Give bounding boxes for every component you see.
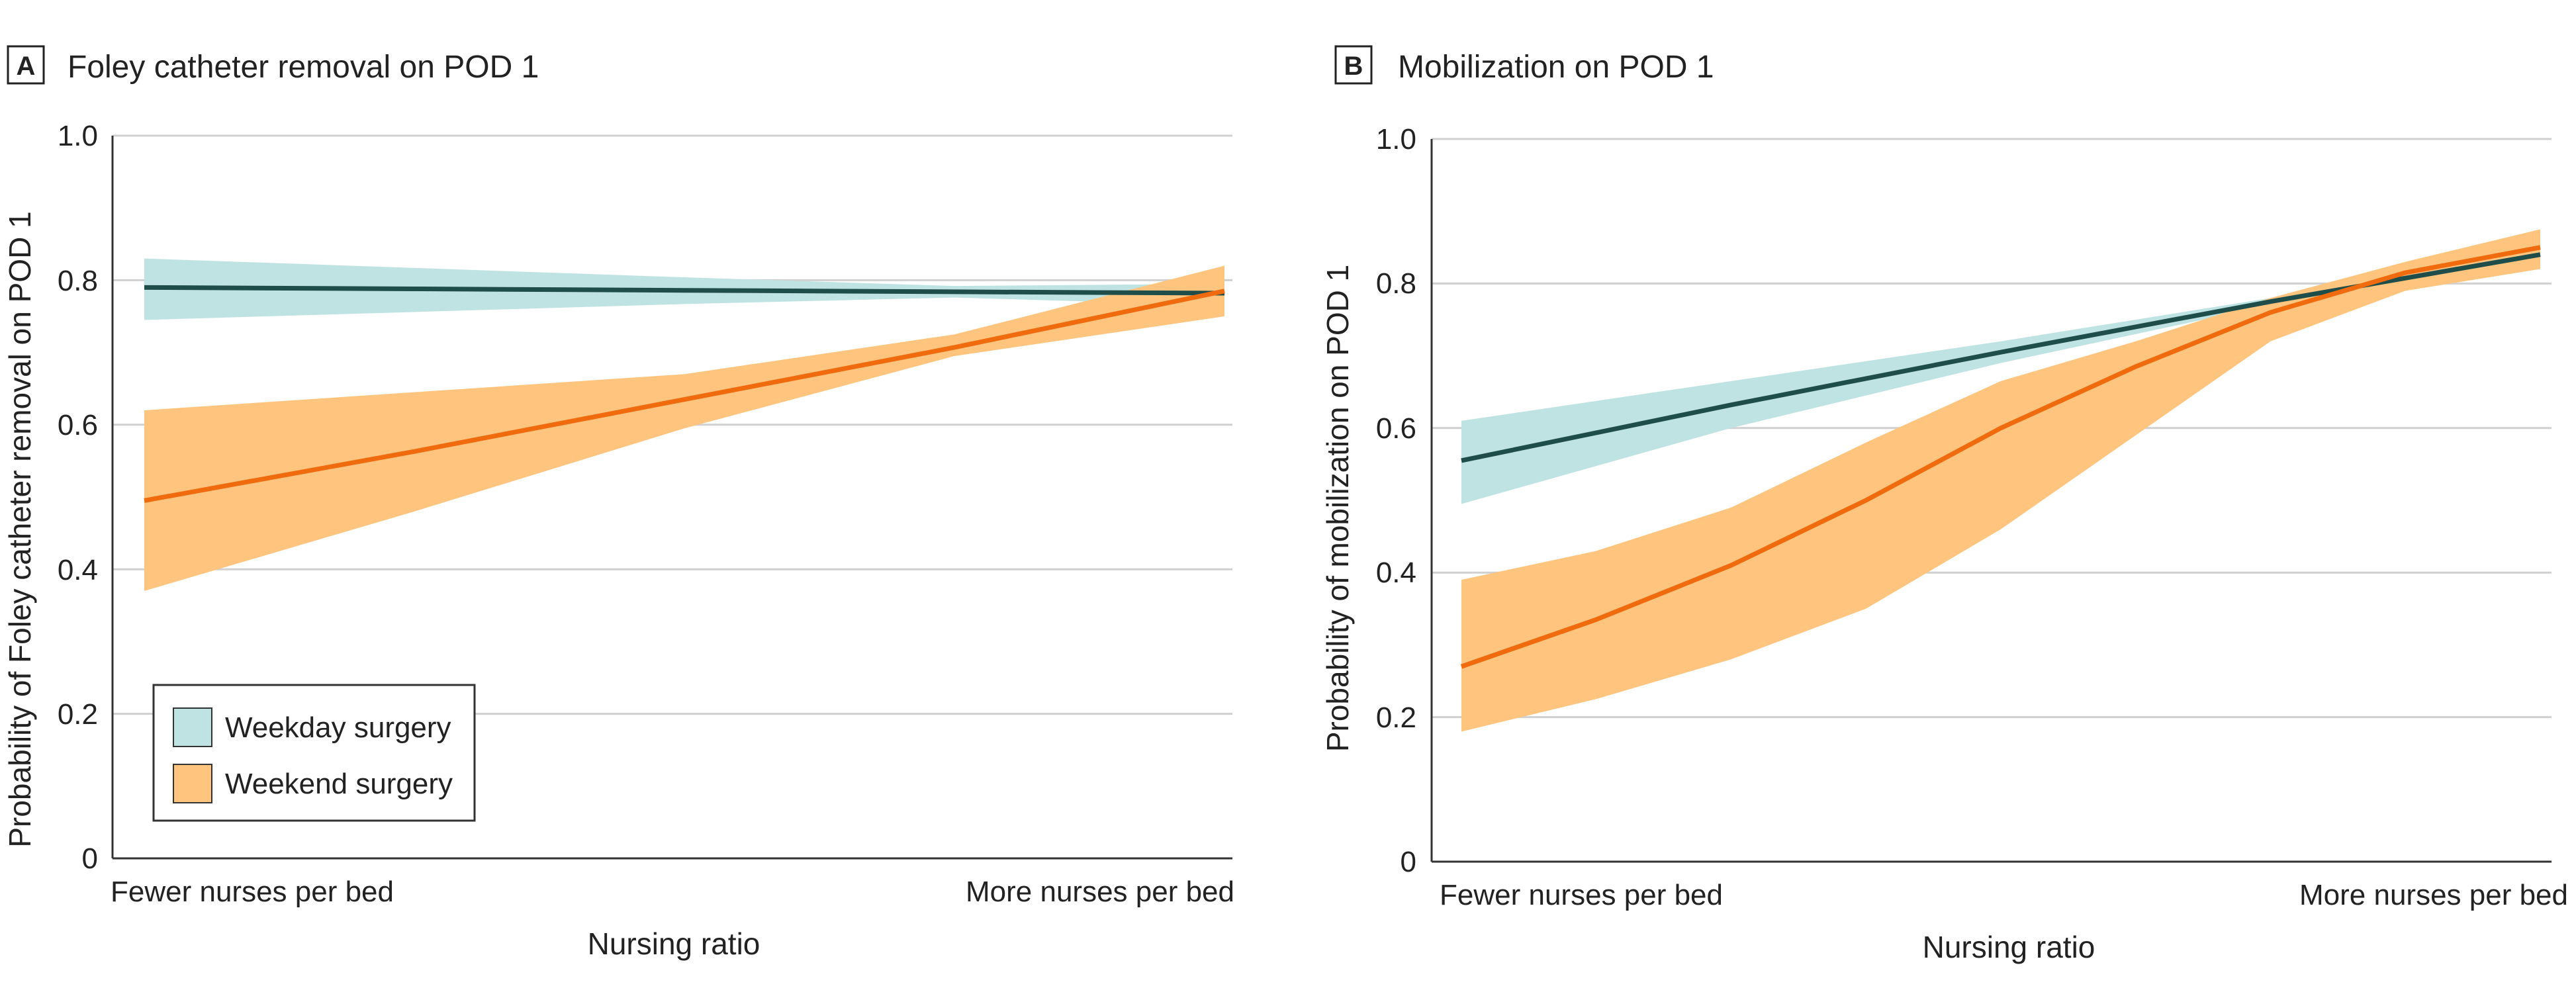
legend-label-weekend: Weekend surgery <box>225 768 453 800</box>
panel-b-x-category: Fewer nurses per bed <box>1440 879 1723 911</box>
panel-a-ytick: 0.6 <box>58 409 98 441</box>
panel-b-letter-box <box>1334 45 1373 85</box>
panel-b-ytick: 1.0 <box>1376 123 1416 156</box>
legend: Weekday surgery Weekend surgery <box>152 684 476 822</box>
panel-a-x-category: More nurses per bed <box>966 876 1234 908</box>
panel-b-ytick: 0.6 <box>1376 412 1416 445</box>
panel-b-series-lines <box>1460 245 2541 669</box>
panel-a-ytick: 0.2 <box>58 698 98 731</box>
panel-b-weekend-ci-band <box>1461 229 2540 732</box>
panel-a-ytick: 0.8 <box>58 265 98 297</box>
panel-b-x-category: More nurses per bed <box>2299 879 2568 911</box>
panel-b-confidence-bands <box>1461 229 2540 732</box>
panel-b-x-axis-title: Nursing ratio <box>1923 930 2095 964</box>
panel-b-letter: B <box>1344 52 1363 81</box>
panel-b-y-axis-title: Probability of mobilization on POD 1 <box>1320 265 1355 752</box>
panel-b-weekend-line <box>1460 245 2541 669</box>
panel-a-ytick: 1.0 <box>58 120 98 152</box>
panel-a-x-category: Fewer nurses per bed <box>111 876 394 908</box>
panel-a-weekday-line <box>144 285 1225 296</box>
panel-b-ytick: 0.2 <box>1376 702 1416 734</box>
panel-b-ytick: 0 <box>1401 846 1416 878</box>
panel-b: B Mobilization on POD 1 0 0.2 0.4 0.6 0.… <box>1320 45 2568 964</box>
panel-a-x-axis-title: Nursing ratio <box>588 927 760 961</box>
panel-a-weekend-line <box>144 289 1225 503</box>
panel-b-ytick: 0.8 <box>1376 267 1416 300</box>
panel-a: A Foley catheter removal on POD 1 0 0.2 … <box>3 45 1234 961</box>
panel-a-y-axis-title: Probability of Foley catheter removal on… <box>3 211 37 847</box>
panel-a-ytick: 0.4 <box>58 554 98 586</box>
panel-a-title: Foley catheter removal on POD 1 <box>68 50 539 85</box>
legend-label-weekday: Weekday surgery <box>225 711 451 744</box>
legend-swatch-weekend <box>173 764 212 803</box>
panel-a-ytick: 0 <box>82 842 98 875</box>
panel-b-ytick: 0.4 <box>1376 557 1416 589</box>
panel-a-letter: A <box>17 52 36 81</box>
panel-a-series-lines <box>144 285 1225 503</box>
panel-b-title: Mobilization on POD 1 <box>1398 50 1714 85</box>
panel-a-letter-box <box>7 45 45 85</box>
legend-swatch-weekday <box>173 707 212 747</box>
